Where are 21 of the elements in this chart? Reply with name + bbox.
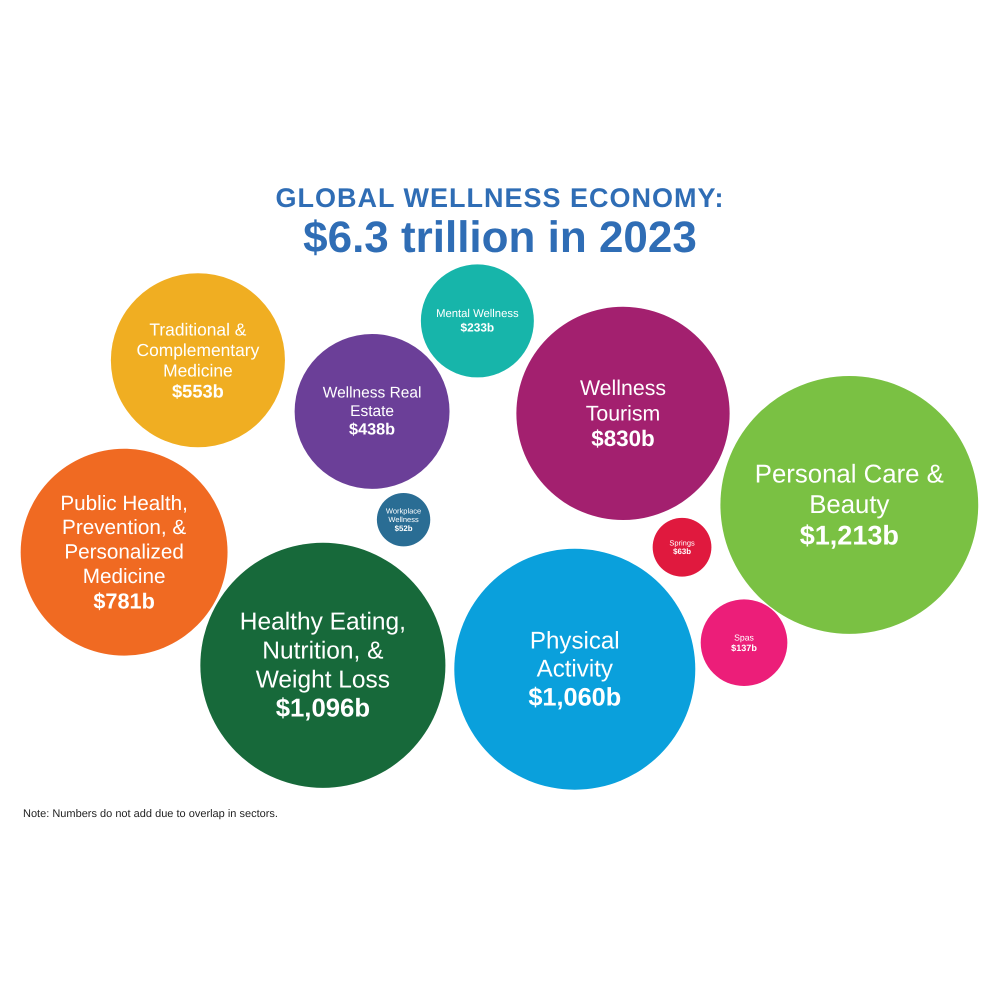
data-label: $1,213b [800, 520, 899, 550]
category-label: Healthy Eating, Nutrition, & Weight Loss [240, 608, 406, 694]
text: $6.3 trillion in 2023 [302, 213, 698, 263]
data-label: $830b [591, 426, 655, 452]
category-label: Wellness Real Estate [322, 384, 422, 420]
category-label: Traditional & Complementary Medicine [136, 319, 260, 381]
category-label: Physical Activity [530, 627, 620, 683]
data-label: $1,060b [528, 684, 622, 712]
category-label: Spas [734, 632, 755, 643]
category-label: Personal Care & Beauty [754, 460, 944, 519]
data-label: $438b [349, 420, 396, 439]
data-label: $781b [93, 588, 155, 614]
text: GLOBAL WELLNESS ECONOMY: [274, 183, 726, 214]
category-label: Wellness Tourism [580, 376, 666, 426]
data-label: $137b [731, 642, 758, 653]
category-label: Mental Wellness [436, 308, 519, 320]
text: Note: Numbers do not add due to overlap in sectors. [23, 808, 278, 820]
data-label: $233b [460, 320, 494, 335]
data-label: $1,096b [276, 694, 370, 723]
category-label: Public Health, Prevention, & Personalized Medicine [60, 492, 188, 588]
data-label: $553b [172, 380, 224, 402]
